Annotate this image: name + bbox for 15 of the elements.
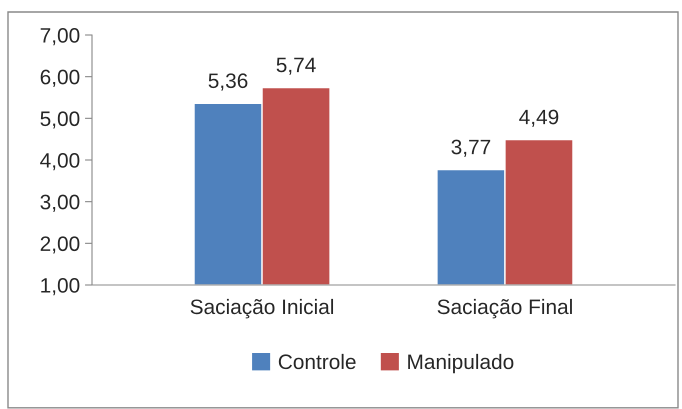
legend-label: Manipulado bbox=[408, 354, 514, 374]
y-tick-label: 7,00 bbox=[40, 28, 80, 46]
y-tick-label: 6,00 bbox=[40, 70, 80, 87]
data-label: 4,49 bbox=[519, 110, 558, 127]
y-tick-label: 3,00 bbox=[40, 194, 80, 212]
data-label: 5,74 bbox=[276, 58, 316, 75]
y-tick-label: 5,00 bbox=[40, 111, 80, 129]
y-tick-label: 1,00 bbox=[41, 278, 80, 296]
x-tick-label: Saciação Inicial bbox=[190, 298, 334, 318]
data-label: 3,77 bbox=[451, 140, 490, 157]
y-tick-label: 4,00 bbox=[40, 153, 80, 170]
legend-label: Controle bbox=[278, 354, 356, 370]
data-label: 5,36 bbox=[208, 73, 248, 91]
y-tick-label: 2,00 bbox=[40, 236, 80, 254]
x-tick-label: Saciação Final bbox=[438, 298, 572, 318]
